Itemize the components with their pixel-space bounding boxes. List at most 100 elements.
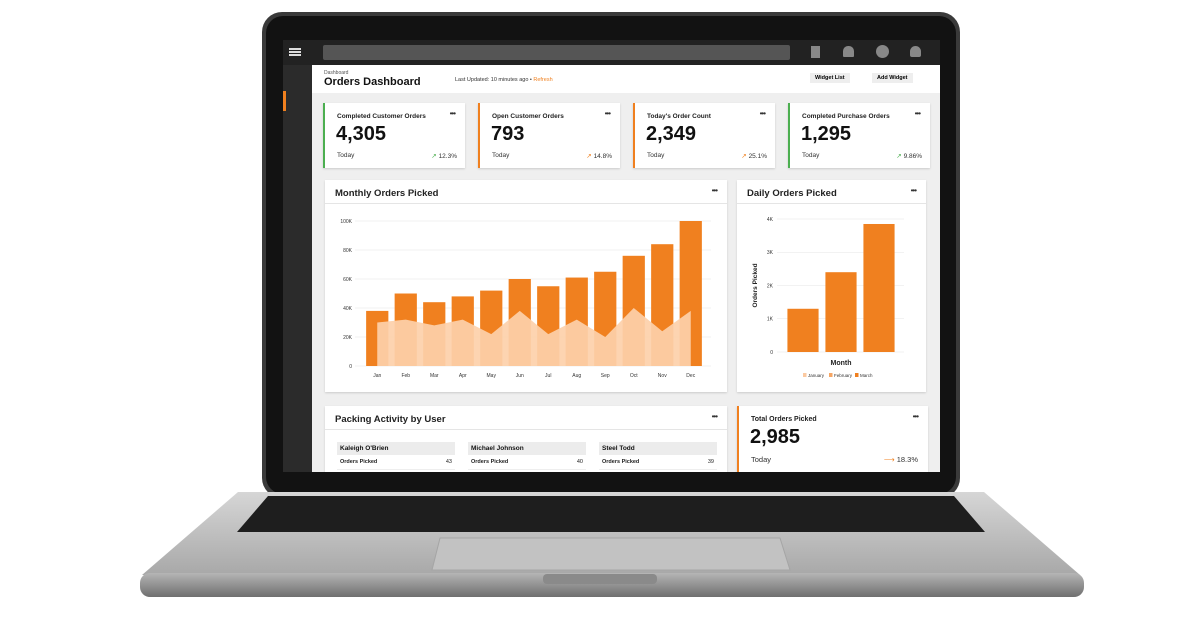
divider [325,203,727,204]
trend-icon: ↗ [586,153,594,160]
kpi-menu[interactable]: ••• [604,109,611,118]
kpi-change: ↗ 25.1% [741,152,767,160]
kpi-value: 2,349 [646,123,697,145]
user-name: Michael Johnson [471,445,524,452]
front-edge [140,573,1084,597]
kpi-menu[interactable]: ••• [759,109,766,118]
y-tick-label: 2K [767,283,774,289]
total-card: Total Orders Picked ••• 2,985 Today ⟶ 18… [737,406,928,472]
user-icon[interactable] [910,46,921,57]
y-tick-label: 0 [770,350,773,356]
header: Dashboard Orders Dashboard Last Updated:… [312,65,940,93]
kpi-menu[interactable]: ••• [914,109,921,118]
legend-label: March [860,373,873,378]
y-tick-label: 1K [767,317,774,323]
kpi-value: 1,295 [801,123,852,145]
total-value: 2,985 [750,426,801,448]
kpi-card: Today's Order Count ••• 2,349 Today ↗ 25.1% [633,103,775,168]
legend-swatch [803,373,807,377]
search-box[interactable] [323,45,790,60]
y-tick-label: 100K [340,219,352,225]
y-tick-label: 80K [343,248,353,254]
menu-icon[interactable] [289,48,301,50]
user-header: Steel Todd [599,442,717,455]
x-tick-label: Nov [658,373,667,379]
kpi-change: ↗ 12.3% [431,152,457,160]
last-updated-text: Last Updated: 10 minutes ago • [455,77,532,83]
x-tick-label: Dec [686,373,695,379]
notch [543,574,657,584]
x-tick-label: Jul [545,373,551,379]
sidebar [283,65,312,472]
kpi-change-value: 14.8% [593,153,612,160]
card-menu[interactable]: ••• [912,412,919,421]
legend-label: January [808,373,825,378]
total-title: Total Orders Picked [751,416,817,423]
x-tick-label: Aug [572,373,581,379]
metric-label: Orders Picked [602,459,640,465]
trend-icon: ↗ [741,153,749,160]
card-menu[interactable]: ••• [711,412,718,421]
area [377,308,691,366]
total-period: Today [751,455,772,464]
chart: 0 1K 2K 3K 4K Orders Picked Month January Februa… [752,217,904,378]
metric-value: 39 [707,459,714,465]
kpi-change-value: 25.1% [748,153,767,160]
daily-card: Daily Orders Picked ••• 0 1K 2K 3K 4K Orders … [737,180,926,392]
x-tick-label: Apr [459,373,467,379]
metric-value: 40 [576,459,583,465]
bar [863,223,895,352]
card-menu[interactable]: ••• [711,186,718,195]
metric-value: 43 [445,459,452,465]
kpi-title: Today's Order Count [647,113,711,120]
user-row: Orders Picked 40 [468,459,586,470]
kpi-title: Open Customer Orders [492,113,564,120]
y-tick-label: 40K [343,306,353,312]
divider [737,203,926,204]
bookmark-icon[interactable] [811,46,820,58]
breadcrumb[interactable]: Dashboard [324,70,349,76]
x-tick-label: Jun [516,373,524,379]
help-icon[interactable] [876,45,889,58]
kpi-period: Today [337,152,355,159]
kpi-change: ↗ 9.86% [896,152,922,160]
active-indicator [283,91,286,111]
kpi-change-value: 12.3% [438,153,457,160]
add-widget-button[interactable]: Add Widget [872,73,913,83]
widget-list-button[interactable]: Widget List [810,73,850,83]
y-tick-label: 0 [349,364,352,370]
user-header: Michael Johnson [468,442,586,455]
y-tick-label: 20K [343,335,353,341]
page-title[interactable]: Orders Dashboard [324,76,421,88]
bar [787,308,819,352]
bar [825,272,857,352]
legend-swatch [829,373,833,377]
x-tick-label: Feb [401,373,410,379]
trend-icon: ⟶ [883,455,895,464]
refresh-link[interactable]: Refresh [533,77,553,83]
user-header: Kaleigh O'Brien [337,442,455,455]
legend-swatch [855,373,859,377]
bell-icon[interactable] [843,46,854,57]
card-menu[interactable]: ••• [910,186,917,195]
kpi-title: Completed Customer Orders [337,113,426,120]
trackpad [431,537,791,571]
kpi-period: Today [802,152,820,159]
kpi-menu[interactable]: ••• [449,109,456,118]
kpi-change-value: 9.86% [903,153,922,160]
trend-icon: ↗ [896,153,904,160]
metric-label: Orders Picked [340,459,378,465]
monthly-card: Monthly Orders Picked ••• 0 20K 40K 60K 80K 1… [325,180,727,392]
kpi-value: 4,305 [336,123,387,145]
x-tick-label: Jan [373,373,381,379]
x-tick-label: May [487,373,497,379]
user-name: Steel Todd [602,445,635,452]
chart: 0 20K 40K 60K 80K 100K Jan Feb Mar Apr May Jun Jul Au… [340,219,711,379]
screen: Dashboard Orders Dashboard Last Updated:… [283,40,940,472]
last-updated: Last Updated: 10 minutes ago • Refresh [455,77,553,83]
kpi-change: ↗ 14.8% [586,152,612,160]
card-title: Daily Orders Picked [747,188,837,199]
x-tick-label: Mar [430,373,439,379]
trend-icon: ↗ [431,153,439,160]
